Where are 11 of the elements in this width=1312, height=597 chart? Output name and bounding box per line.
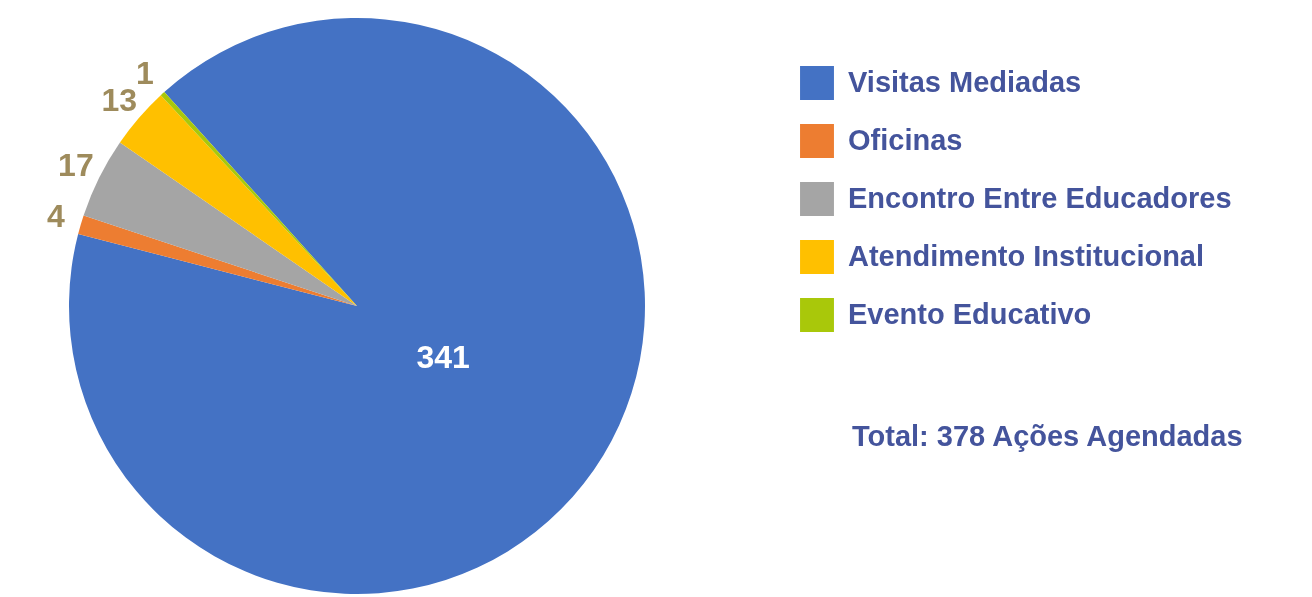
- legend-label: Encontro Entre Educadores: [848, 182, 1232, 214]
- data-label: 4: [46, 198, 65, 235]
- data-label: 341: [416, 339, 470, 376]
- legend-label: Oficinas: [848, 124, 963, 156]
- data-label: 1: [136, 55, 154, 92]
- data-label: 17: [58, 147, 94, 184]
- legend-label: Atendimento Institucional: [848, 240, 1205, 272]
- legend-label: Evento Educativo: [848, 298, 1092, 330]
- data-label: 13: [101, 81, 138, 118]
- text: Total: 378 Ações Agendadas: [852, 420, 1243, 452]
- legend-label: Visitas Mediadas: [848, 66, 1082, 98]
